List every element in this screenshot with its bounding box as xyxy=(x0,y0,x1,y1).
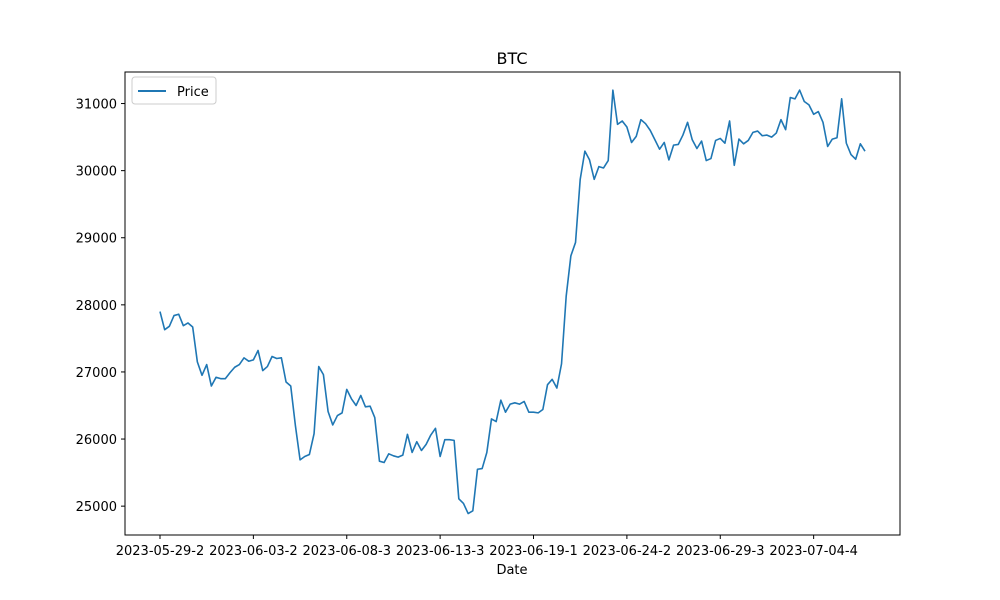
plot-frame xyxy=(124,71,901,536)
legend: Price xyxy=(131,76,217,105)
y-tick-label: 29000 xyxy=(76,232,117,247)
x-tick-label: 2023-06-29-3 xyxy=(676,544,765,559)
plot-area xyxy=(159,89,866,515)
legend-label-price: Price xyxy=(177,85,209,100)
y-tick-label: 26000 xyxy=(76,433,117,448)
y-tick-label: 31000 xyxy=(76,98,117,113)
series-line-price xyxy=(159,89,866,515)
x-axis-title: Date xyxy=(496,563,527,578)
axis-ticks: 25000 26000 27000 28000 29000 30000 31000 2023-… xyxy=(76,98,858,559)
y-tick-label: 27000 xyxy=(76,366,117,381)
x-tick-label: 2023-06-03-2 xyxy=(209,544,298,559)
x-tick-label: 2023-06-08-3 xyxy=(302,544,391,559)
chart-title: BTC xyxy=(497,49,528,68)
x-tick-label: 2023-05-29-2 xyxy=(116,544,205,559)
x-tick-label: 2023-07-04-4 xyxy=(769,544,858,559)
x-tick-label: 2023-06-19-1 xyxy=(489,544,578,559)
y-tick-label: 28000 xyxy=(76,299,117,314)
x-tick-label: 2023-06-13-3 xyxy=(396,544,485,559)
x-tick-label: 2023-06-24-2 xyxy=(583,544,672,559)
y-tick-label: 25000 xyxy=(76,500,117,515)
y-tick-label: 30000 xyxy=(76,165,117,180)
legend-box xyxy=(131,76,217,105)
